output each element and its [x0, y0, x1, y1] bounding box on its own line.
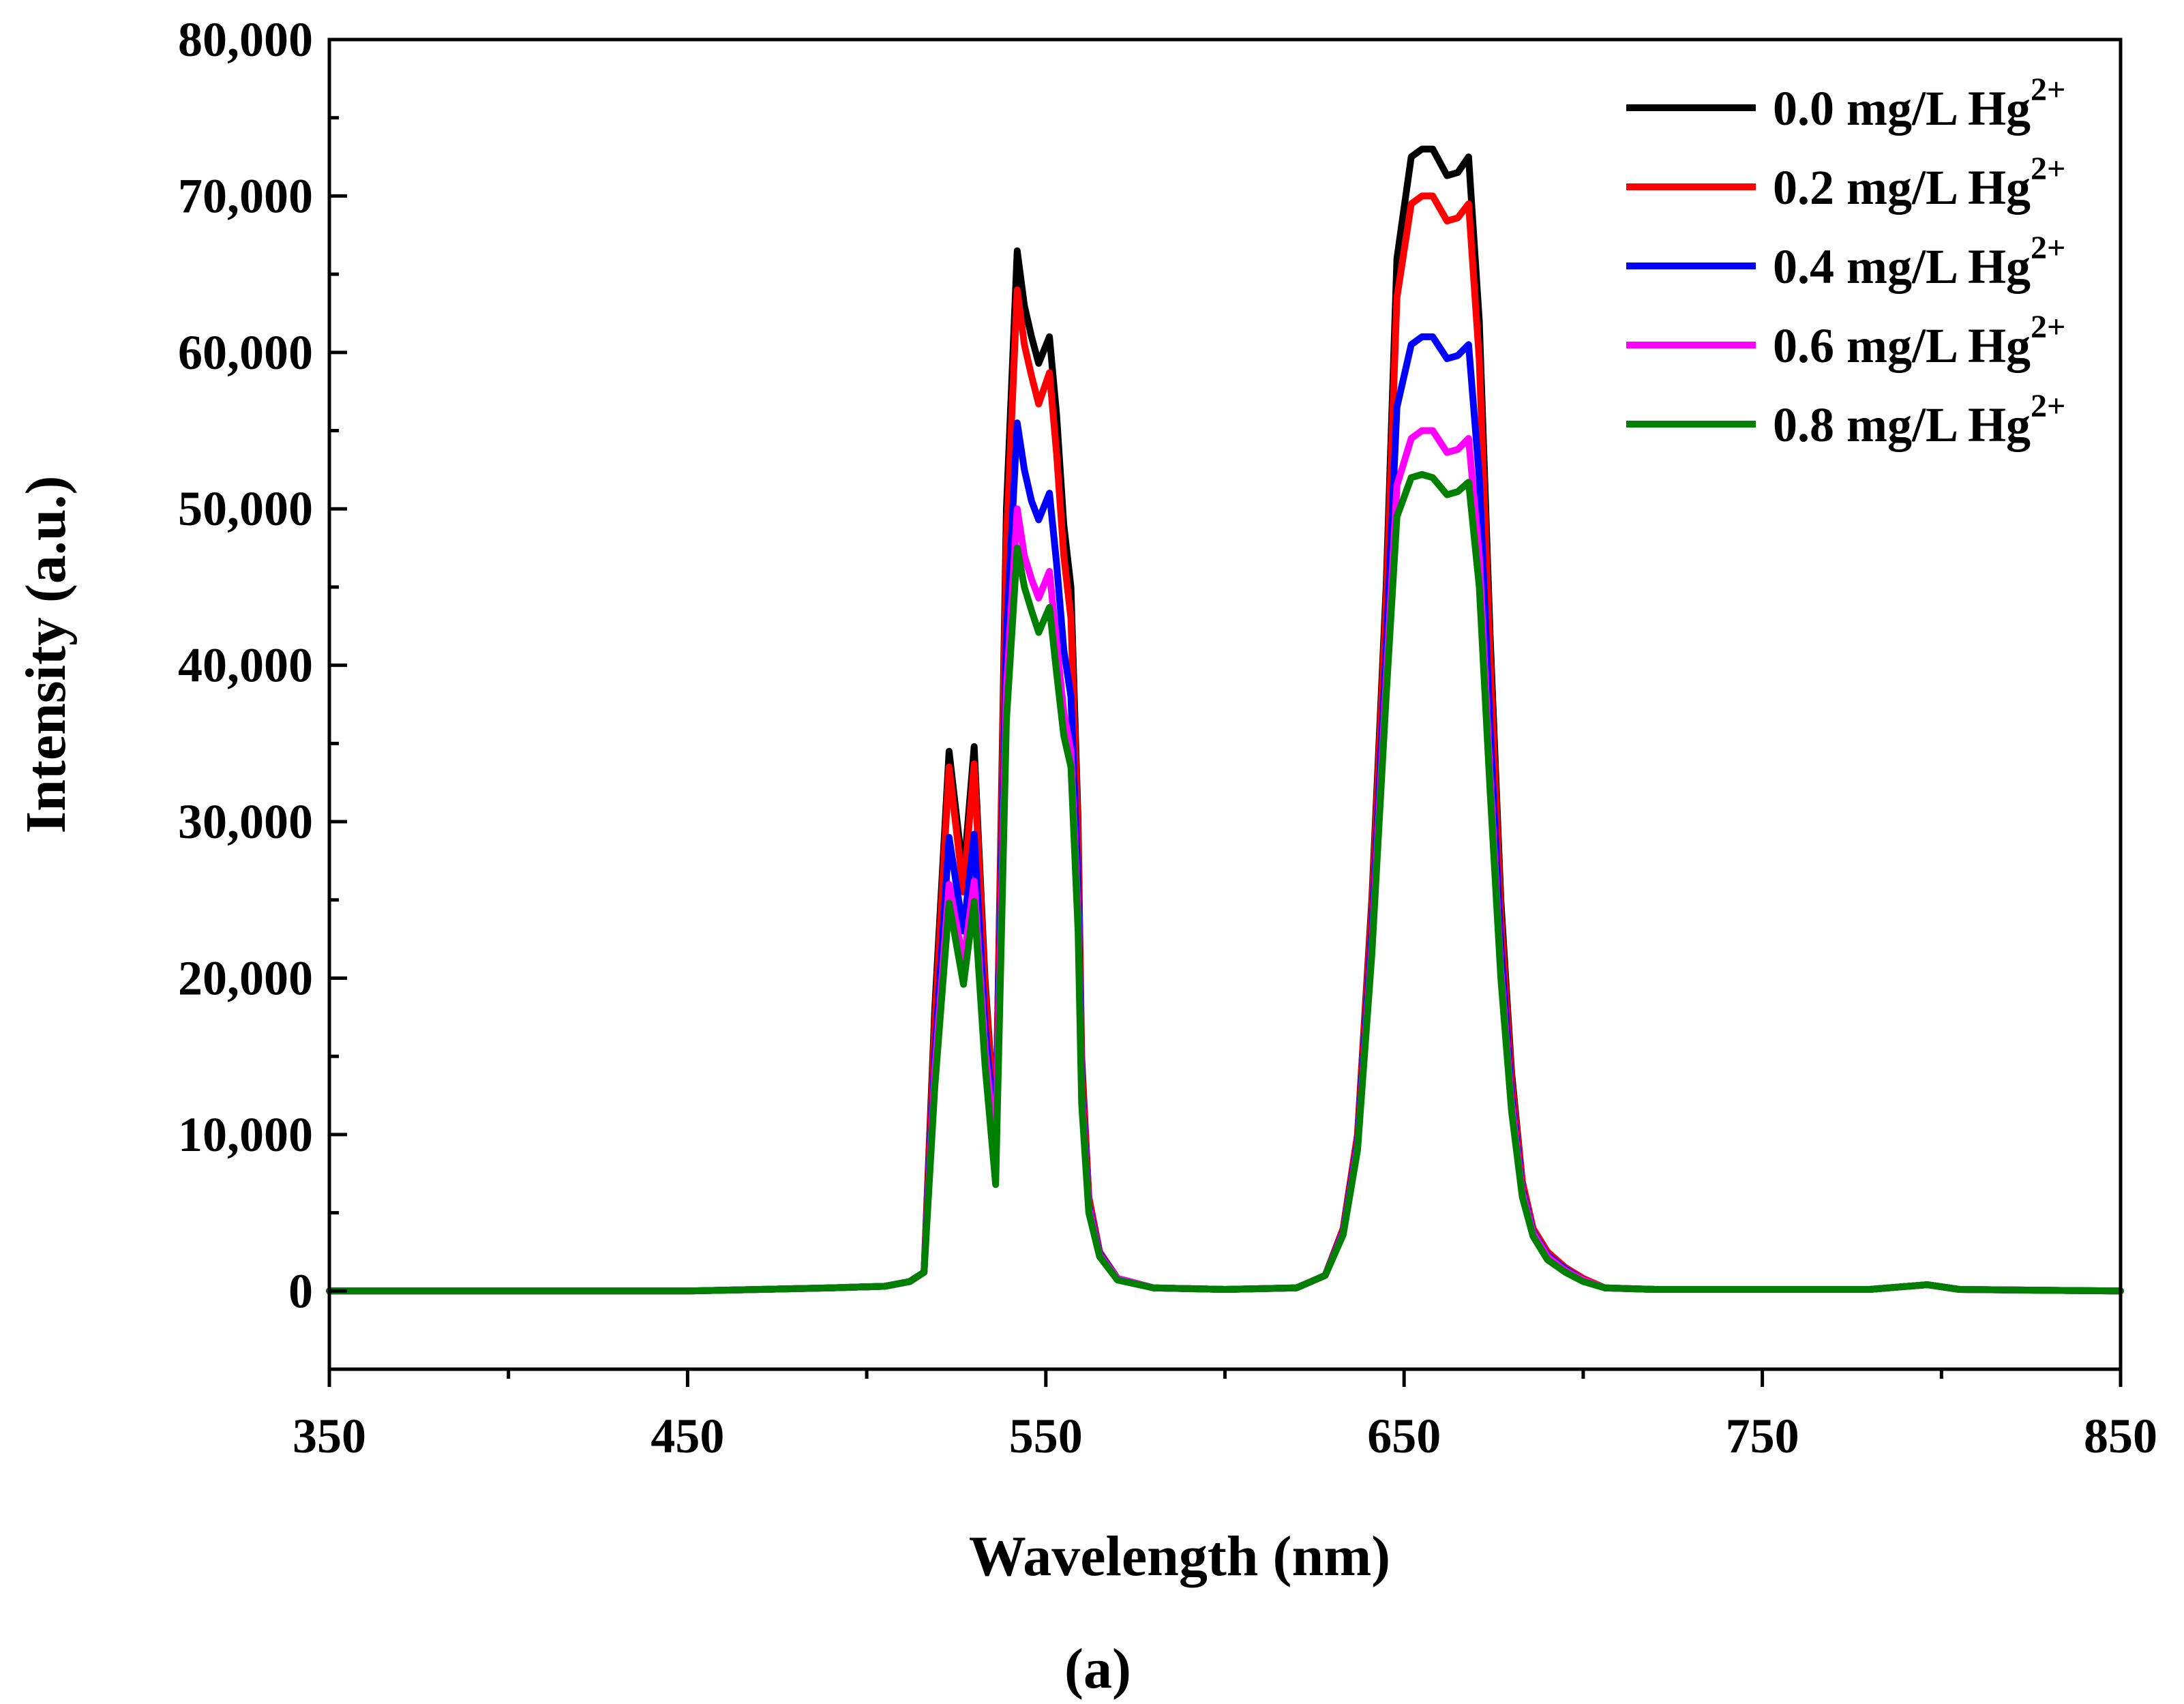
- y-axis-label: Intensity (a.u.): [14, 475, 78, 833]
- x-tick-label: 850: [2084, 1409, 2157, 1463]
- x-axis-label: Wavelength (nm): [969, 1525, 1390, 1588]
- y-tick-label: 50,000: [178, 481, 313, 536]
- series-line-3: [326, 427, 2124, 1295]
- y-tick-label: 20,000: [178, 951, 313, 1005]
- x-tick-label: 550: [1009, 1409, 1083, 1463]
- legend-superscript-0: 2+: [2031, 72, 2065, 108]
- legend-label-4: 0.8 mg/L Hg2+: [1773, 388, 2065, 452]
- y-tick-label: 60,000: [178, 325, 313, 380]
- x-tick-label: 350: [293, 1409, 366, 1463]
- y-tick-label: 10,000: [178, 1107, 313, 1162]
- legend-label-2: 0.4 mg/L Hg2+: [1773, 230, 2065, 294]
- legend-label-3: 0.6 mg/L Hg2+: [1773, 309, 2065, 373]
- legend-label-0: 0.0 mg/L Hg2+: [1773, 72, 2065, 136]
- y-tick-label: 80,000: [178, 12, 313, 67]
- y-tick-label: 70,000: [178, 168, 313, 223]
- y-tick-label: 0: [288, 1264, 313, 1318]
- x-tick-label: 650: [1367, 1409, 1441, 1463]
- y-tick-label: 30,000: [178, 794, 313, 849]
- figure-caption: (a): [1064, 1637, 1131, 1701]
- legend-label-1: 0.2 mg/L Hg2+: [1773, 151, 2065, 215]
- series-line-4: [326, 470, 2124, 1295]
- series-line-2: [326, 333, 2124, 1295]
- legend-superscript-3: 2+: [2031, 309, 2065, 345]
- legend-superscript-2: 2+: [2031, 230, 2065, 266]
- legend-superscript-1: 2+: [2031, 151, 2065, 187]
- legend: 0.0 mg/L Hg2+ 0.2 mg/L Hg2+ 0.4 mg/L Hg2+ 0…: [1626, 72, 2065, 452]
- x-tick-label: 450: [650, 1409, 724, 1463]
- series-lines: [326, 145, 2124, 1295]
- y-tick-label: 40,000: [178, 638, 313, 693]
- axes: 0 10,000 20,000 30,000 40,000 50,000 60,000 70,…: [178, 12, 2157, 1463]
- x-tick-label: 750: [1726, 1409, 1799, 1463]
- legend-superscript-4: 2+: [2031, 388, 2065, 424]
